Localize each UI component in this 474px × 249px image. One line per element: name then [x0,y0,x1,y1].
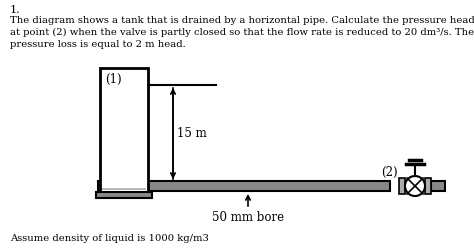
Text: 50 mm bore: 50 mm bore [212,211,284,224]
Text: pressure loss is equal to 2 m head.: pressure loss is equal to 2 m head. [10,40,186,49]
Bar [98,181,390,191]
Bar [425,178,431,194]
Bar [431,181,445,191]
Text: Assume density of liquid is 1000 kg/m3: Assume density of liquid is 1000 kg/m3 [10,234,209,243]
Circle shape [405,176,425,196]
Bar [102,83,146,190]
Text: 15 m: 15 m [177,126,207,139]
Bar [102,188,146,190]
Text: (2): (2) [381,166,398,179]
Text: at point (2) when the valve is partly closed so that the flow rate is reduced to: at point (2) when the valve is partly cl… [10,28,474,37]
Bar [399,178,405,194]
Bar [96,192,152,198]
Text: (1): (1) [105,73,122,86]
Text: 1.: 1. [10,5,21,15]
Text: The diagram shows a tank that is drained by a horizontal pipe. Calculate the pre: The diagram shows a tank that is drained… [10,16,474,25]
Bar [100,68,148,192]
